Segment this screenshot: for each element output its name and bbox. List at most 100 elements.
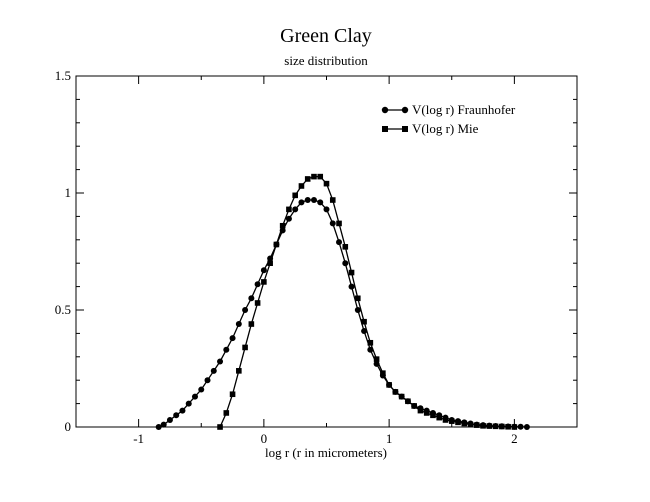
data-point-mie xyxy=(292,192,298,199)
data-point-mie xyxy=(461,420,468,427)
data-point-fraunhofer xyxy=(348,283,355,290)
data-point-fraunhofer xyxy=(248,295,255,302)
chart-subtitle: size distribution xyxy=(284,53,368,68)
data-point-mie xyxy=(373,356,380,362)
data-point-fraunhofer xyxy=(329,220,336,227)
data-point-fraunhofer xyxy=(229,335,236,342)
data-point-fraunhofer xyxy=(155,424,162,430)
data-point-mie xyxy=(411,403,417,409)
data-point-mie xyxy=(405,398,411,405)
data-point-mie xyxy=(417,407,424,414)
data-point-mie xyxy=(499,423,505,430)
data-point-fraunhofer xyxy=(292,206,299,213)
axis-ticks xyxy=(75,75,578,428)
data-point-mie xyxy=(386,382,392,388)
data-point-fraunhofer xyxy=(173,412,180,419)
data-point-fraunhofer xyxy=(191,393,198,400)
data-point-mie xyxy=(505,423,511,430)
y-tick-label: 0.5 xyxy=(55,302,71,317)
data-point-mie xyxy=(267,260,273,266)
data-point-mie xyxy=(467,421,474,428)
data-point-fraunhofer xyxy=(298,199,305,206)
data-point-fraunhofer xyxy=(160,421,167,428)
legend-label-fraunhofer: V(log r) Fraunhofer xyxy=(412,102,516,117)
data-point-mie xyxy=(436,414,443,421)
data-point-mie xyxy=(248,321,255,327)
data-point-mie xyxy=(392,389,399,395)
data-point-mie xyxy=(423,410,430,416)
data-point-mie xyxy=(261,279,267,285)
data-point-mie xyxy=(236,368,242,374)
data-point-fraunhofer xyxy=(361,328,368,335)
data-point-mie xyxy=(311,173,317,180)
data-point-mie xyxy=(298,183,305,189)
data-point-mie xyxy=(480,423,486,429)
data-point-mie xyxy=(323,180,330,187)
data-point-fraunhofer xyxy=(254,281,261,288)
data-point-mie xyxy=(317,173,324,180)
data-point-fraunhofer xyxy=(235,321,242,328)
y-tick-label: 0 xyxy=(65,419,72,434)
data-point-fraunhofer xyxy=(336,239,343,246)
data-point-fraunhofer xyxy=(523,424,530,430)
data-point-mie xyxy=(348,269,355,276)
data-point-mie xyxy=(474,422,480,428)
legend-marker-fraunhofer xyxy=(401,106,409,114)
data-point-mie xyxy=(492,423,499,430)
data-point-mie xyxy=(304,176,311,182)
data-point-mie xyxy=(223,410,230,416)
data-point-mie xyxy=(342,244,349,250)
data-point-fraunhofer xyxy=(517,423,524,430)
data-point-mie xyxy=(254,300,261,306)
chart-title: Green Clay xyxy=(280,25,372,47)
data-point-mie xyxy=(286,206,292,213)
data-point-fraunhofer xyxy=(210,367,217,374)
data-point-fraunhofer xyxy=(310,197,317,204)
data-point-fraunhofer xyxy=(198,386,205,393)
data-point-fraunhofer xyxy=(223,346,230,353)
data-point-fraunhofer xyxy=(304,197,311,204)
data-point-mie xyxy=(242,344,248,351)
data-point-fraunhofer xyxy=(285,215,292,222)
legend-marker-fraunhofer xyxy=(381,106,389,114)
data-point-mie xyxy=(511,424,518,430)
data-point-fraunhofer xyxy=(179,407,186,414)
series-layer xyxy=(155,173,530,430)
legend-marker-mie xyxy=(402,126,408,132)
data-point-fraunhofer xyxy=(242,307,249,313)
x-tick-label: 0 xyxy=(261,431,268,446)
legend-marker-mie xyxy=(382,126,388,132)
x-tick-label: 1 xyxy=(386,431,393,446)
y-tick-label: 1 xyxy=(65,185,72,200)
data-point-fraunhofer xyxy=(217,358,224,365)
data-point-mie xyxy=(398,393,405,400)
data-point-fraunhofer xyxy=(317,199,324,206)
data-point-mie xyxy=(367,339,374,346)
data-point-mie xyxy=(361,318,367,325)
data-point-mie xyxy=(448,418,455,424)
data-point-mie xyxy=(273,241,280,248)
data-point-fraunhofer xyxy=(204,377,211,384)
legend: V(log r) Fraunhofer V(log r) Mie xyxy=(381,102,516,136)
data-point-fraunhofer xyxy=(342,260,349,267)
data-point-fraunhofer xyxy=(166,416,173,423)
data-point-mie xyxy=(329,197,336,203)
x-tick-label: 2 xyxy=(511,431,518,446)
data-point-mie xyxy=(279,222,286,229)
data-point-mie xyxy=(430,412,436,419)
data-point-mie xyxy=(229,391,236,398)
data-point-fraunhofer xyxy=(354,307,361,313)
data-point-mie xyxy=(336,220,342,227)
data-point-mie xyxy=(442,417,449,423)
x-axis-label: log r (r in micrometers) xyxy=(265,445,387,460)
x-tick-label: -1 xyxy=(133,431,144,446)
data-point-mie xyxy=(455,419,461,426)
data-point-fraunhofer xyxy=(185,400,192,407)
data-point-mie xyxy=(380,370,386,376)
y-tick-label: 1.5 xyxy=(55,68,71,83)
legend-label-mie: V(log r) Mie xyxy=(412,121,479,136)
axis-tick-labels: -1 0 1 2 0 0.5 1 1.5 xyxy=(55,68,518,446)
data-point-mie xyxy=(355,295,361,302)
